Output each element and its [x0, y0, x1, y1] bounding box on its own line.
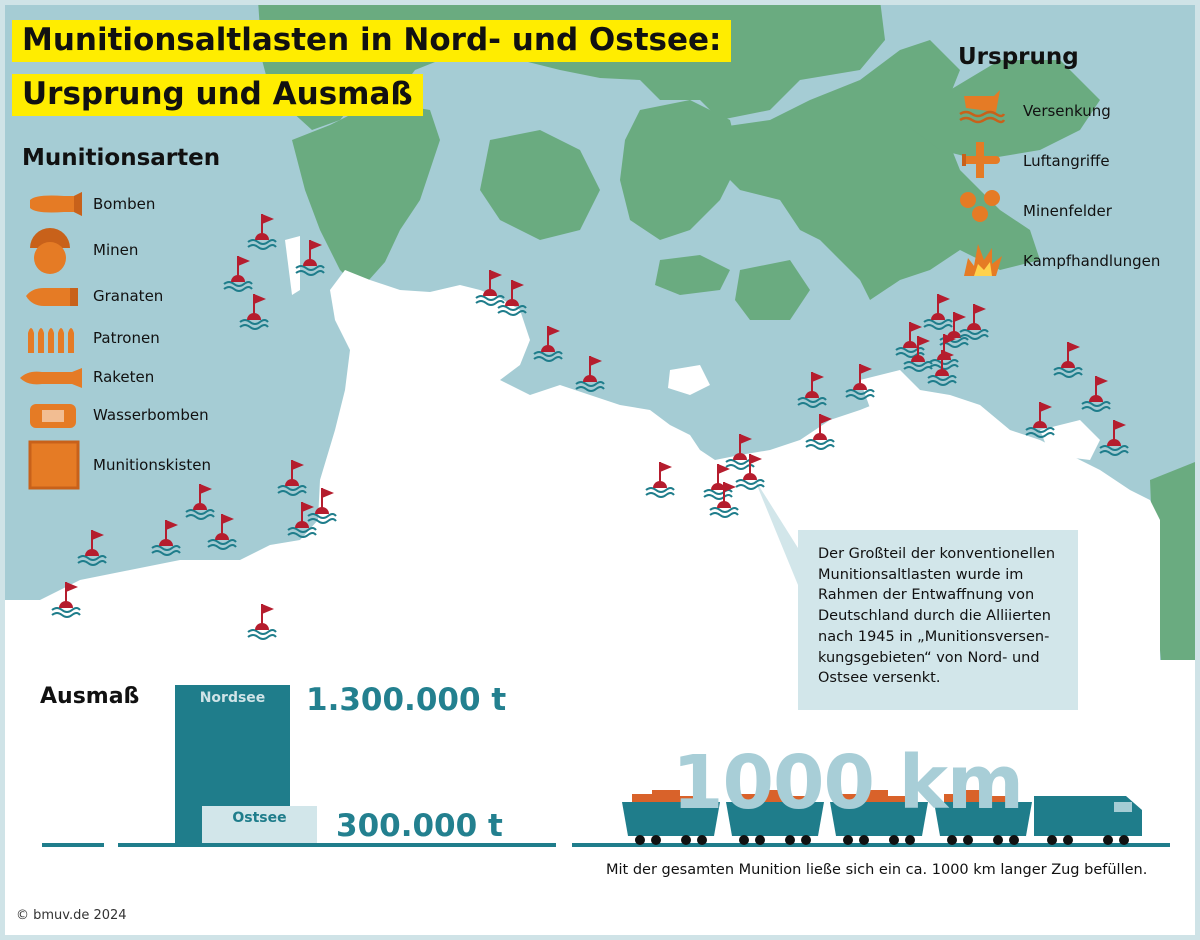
- scania-land: [900, 60, 1100, 160]
- flag-marker: [923, 294, 953, 330]
- ursprung-label-versenkung: Versenkung: [1023, 102, 1111, 120]
- flag-marker: [895, 322, 925, 358]
- flag-marker: [805, 414, 835, 450]
- flag-marker: [1081, 376, 1111, 412]
- sweden-land: [700, 40, 1040, 300]
- callout-line: kungsgebieten“ von Nord- und: [818, 649, 1040, 666]
- flag-marker: [903, 336, 933, 372]
- frisian-islands: [60, 590, 180, 633]
- train-distance: 1000 km: [672, 740, 1024, 826]
- flag-marker: [287, 502, 317, 538]
- flag-marker: [575, 356, 605, 392]
- sylt-island: [285, 236, 300, 295]
- flag-marker: [307, 488, 337, 524]
- flag-marker: [239, 294, 269, 330]
- flag-marker: [533, 326, 563, 362]
- ursprung-label-kampfhandlungen: Kampfhandlungen: [1023, 252, 1161, 270]
- munition-label-munitionskisten: Munitionskisten: [93, 456, 211, 474]
- flag-marker: [151, 520, 181, 556]
- flag-marker: [223, 256, 253, 292]
- flag-marker: [927, 350, 957, 386]
- bornholm-land: [735, 260, 810, 320]
- flag-marker: [77, 530, 107, 566]
- ausmass-heading: Ausmaß: [40, 684, 140, 709]
- flag-marker: [645, 462, 675, 498]
- flag-marker: [497, 280, 527, 316]
- funen-land: [480, 130, 600, 240]
- flag-marker: [797, 372, 827, 408]
- munition-label-bomben: Bomben: [93, 195, 156, 213]
- bar-label-ostsee: Ostsee: [232, 810, 287, 826]
- ruegen-island: [860, 370, 920, 410]
- flag-marker: [703, 464, 733, 500]
- flag-markers: [51, 214, 1129, 640]
- flag-marker: [1025, 402, 1055, 438]
- munition-label-minen: Minen: [93, 241, 139, 259]
- flag-marker: [735, 454, 765, 490]
- flag-marker: [475, 270, 505, 306]
- flag-marker: [207, 514, 237, 550]
- jutland-land: [292, 105, 440, 290]
- copyright: © bmuv.de 2024: [16, 908, 127, 923]
- callout-line: nach 1945 in „Munitionsversen-: [818, 628, 1050, 645]
- flag-marker: [845, 364, 875, 400]
- callout-line: Ostsee versenkt.: [818, 670, 941, 687]
- munitionsarten-heading: Munitionsarten: [22, 145, 221, 171]
- flag-marker: [185, 484, 215, 520]
- info-callout: Der Großteil der konventionellen Munitio…: [798, 530, 1078, 710]
- title-line-2: Ursprung und Ausmaß: [12, 74, 423, 116]
- zealand-land: [620, 100, 740, 240]
- usedom-island: [1040, 420, 1100, 460]
- amount-nordsee: 1.300.000 t: [306, 682, 507, 718]
- flag-marker: [709, 482, 739, 518]
- bar-label-nordsee: Nordsee: [199, 690, 266, 706]
- train-caption: Mit der gesamten Munition ließe sich ein…: [606, 862, 1148, 878]
- flag-marker: [247, 604, 277, 640]
- flag-marker: [247, 214, 277, 250]
- flag-marker: [277, 460, 307, 496]
- callout-line: Munitionsaltlasten wurde im: [818, 566, 1024, 583]
- flag-marker: [959, 304, 989, 340]
- flag-marker: [1053, 342, 1083, 378]
- ursprung-heading: Ursprung: [958, 44, 1079, 70]
- flag-marker: [1099, 420, 1129, 456]
- callout-line: Deutschland durch die Alliierten: [818, 608, 1051, 625]
- amount-ostsee: 300.000 t: [336, 808, 503, 844]
- ursprung-label-minenfelder: Minenfelder: [1023, 202, 1112, 220]
- munition-label-granaten: Granaten: [93, 287, 164, 305]
- flag-marker: [51, 582, 81, 618]
- fehmarn-island: [668, 365, 710, 395]
- flag-marker: [295, 240, 325, 276]
- callout-pointer: [754, 478, 798, 585]
- callout-line: Der Großteil der konventionellen: [818, 546, 1056, 562]
- title-line-1: Munitionsaltlasten in Nord- und Ostsee:: [12, 20, 732, 62]
- ursprung-label-luftangriffe: Luftangriffe: [1023, 152, 1110, 170]
- munition-label-wasserbomben: Wasserbomben: [93, 406, 209, 424]
- munition-label-raketen: Raketen: [93, 368, 155, 386]
- callout-line: Rahmen der Entwaffnung von: [818, 587, 1035, 604]
- munition-label-patronen: Patronen: [93, 329, 160, 347]
- lolland-land: [655, 255, 730, 295]
